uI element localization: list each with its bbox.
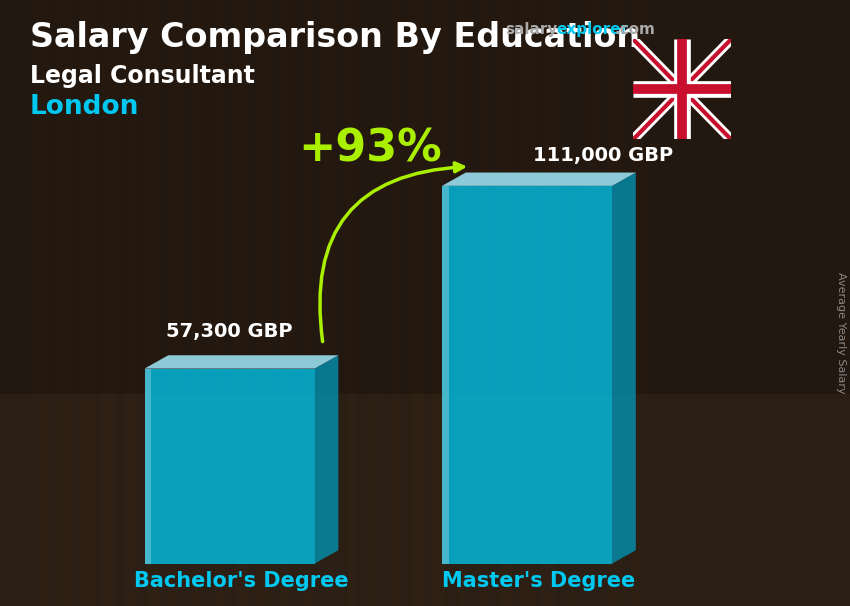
Text: salary: salary [506,22,558,38]
Polygon shape [314,355,338,564]
Polygon shape [144,368,314,564]
Polygon shape [442,173,636,186]
Text: Legal Consultant: Legal Consultant [30,64,255,88]
Polygon shape [442,186,612,564]
Polygon shape [442,186,449,564]
Text: Salary Comparison By Education: Salary Comparison By Education [30,21,640,54]
Text: explorer: explorer [556,22,628,38]
Text: Master's Degree: Master's Degree [442,571,636,591]
Polygon shape [144,355,338,368]
Polygon shape [612,173,636,564]
Polygon shape [144,368,151,564]
Polygon shape [0,0,850,394]
Text: London: London [30,94,139,120]
FancyArrowPatch shape [320,163,463,342]
Text: Average Yearly Salary: Average Yearly Salary [836,273,846,394]
Text: .com: .com [615,22,655,38]
Text: 111,000 GBP: 111,000 GBP [534,145,673,165]
Text: +93%: +93% [298,128,441,171]
Text: 57,300 GBP: 57,300 GBP [167,322,292,341]
Text: Bachelor's Degree: Bachelor's Degree [134,571,348,591]
